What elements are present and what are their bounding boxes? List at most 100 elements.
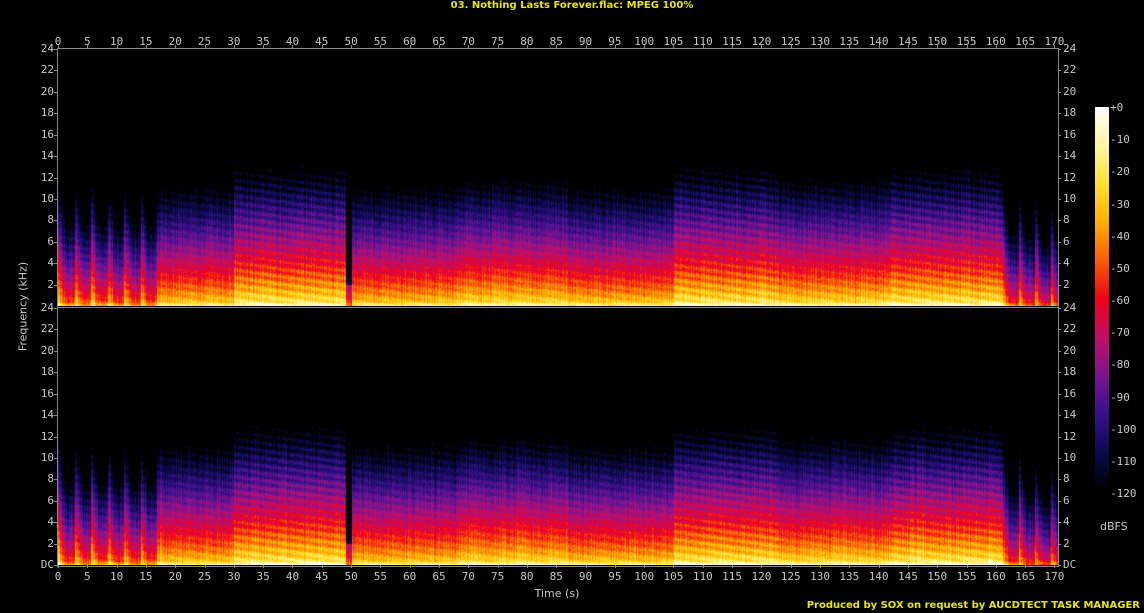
- y-tick-label-right: DC: [1063, 558, 1077, 571]
- x-tick-label-top: 95: [608, 35, 622, 48]
- x-tick-mark: [995, 565, 997, 568]
- y-tick-label-left: 4: [47, 256, 54, 270]
- y-tick-label-left: 12: [40, 170, 54, 184]
- y-tick-label-right: 16: [1063, 386, 1077, 400]
- x-tick-label-bottom: 80: [520, 570, 534, 583]
- colorbar-tick-label: -120: [1110, 487, 1137, 500]
- x-tick-mark: [907, 45, 909, 48]
- y-tick-label-right: 12: [1063, 429, 1077, 443]
- x-tick-mark: [849, 45, 851, 48]
- x-tick-label-top: 110: [692, 35, 713, 48]
- y-tick-mark: [1058, 70, 1061, 72]
- spectrogram-channel-2: [58, 308, 1058, 565]
- x-tick-mark: [644, 45, 646, 48]
- y-tick-mark: [54, 415, 57, 417]
- x-tick-label-bottom: 150: [927, 570, 948, 583]
- y-tick-label-left: DC: [40, 558, 54, 571]
- x-tick-label-bottom: 95: [608, 570, 622, 583]
- x-tick-mark: [380, 565, 382, 568]
- x-tick-mark: [995, 45, 997, 48]
- y-axis-label: Frequency (kHz): [16, 261, 30, 352]
- x-tick-label-top: 60: [403, 35, 417, 48]
- y-tick-mark: [1058, 198, 1061, 200]
- y-tick-label-right: 8: [1063, 213, 1070, 227]
- y-tick-label-right: 10: [1063, 450, 1077, 464]
- y-tick-label-right: 20: [1063, 84, 1077, 98]
- x-tick-label-top: 125: [780, 35, 801, 48]
- y-tick-label-left: 8: [47, 213, 54, 227]
- x-tick-mark: [351, 565, 353, 568]
- x-tick-label-bottom: 90: [578, 570, 593, 583]
- y-tick-mark: [54, 500, 57, 502]
- x-tick-label-bottom: 20: [168, 570, 182, 583]
- x-tick-mark: [937, 45, 939, 48]
- x-tick-mark: [233, 45, 235, 48]
- y-tick-label-left: 16: [40, 127, 54, 141]
- colorbar-tick-label: -90: [1110, 390, 1130, 404]
- y-tick-mark: [54, 308, 57, 309]
- y-tick-mark: [54, 198, 57, 200]
- x-tick-mark: [292, 45, 294, 48]
- y-tick-label-right: 4: [1063, 256, 1070, 270]
- x-tick-label-bottom: 105: [663, 570, 684, 583]
- y-tick-mark: [1058, 436, 1061, 438]
- x-tick-mark: [439, 565, 440, 568]
- y-tick-mark: [54, 479, 57, 481]
- x-tick-label-top: 100: [634, 35, 655, 48]
- x-tick-label-top: 5: [83, 35, 91, 48]
- x-tick-label-bottom: 135: [839, 570, 860, 583]
- x-tick-label-bottom: 160: [985, 570, 1006, 583]
- y-tick-mark: [54, 241, 57, 243]
- x-tick-mark: [526, 565, 528, 568]
- x-tick-label-top: 135: [839, 35, 860, 48]
- y-tick-mark: [1058, 372, 1061, 374]
- x-tick-label-top: 85: [549, 35, 563, 48]
- x-tick-label-bottom: 130: [810, 570, 830, 583]
- y-tick-mark: [1058, 500, 1061, 502]
- y-tick-mark: [1058, 479, 1061, 481]
- x-tick-label-bottom: 45: [315, 570, 329, 583]
- x-tick-label-top: 150: [927, 35, 948, 48]
- x-tick-label-bottom: 30: [227, 570, 241, 583]
- colorbar-tick-label: -100: [1110, 422, 1137, 436]
- y-tick-label-left: 10: [40, 191, 54, 205]
- x-tick-mark: [116, 45, 118, 48]
- x-tick-mark: [732, 45, 734, 48]
- x-tick-label-bottom: 50: [344, 570, 358, 583]
- y-tick-mark: [54, 156, 57, 158]
- x-tick-label-top: 0: [54, 35, 62, 48]
- x-tick-mark: [1054, 565, 1056, 568]
- x-tick-mark: [820, 45, 822, 48]
- x-tick-mark: [468, 565, 470, 568]
- x-tick-mark: [761, 565, 763, 568]
- y-tick-label-left: 12: [40, 429, 54, 443]
- x-tick-label-bottom: 25: [197, 570, 212, 583]
- x-tick-label-bottom: 55: [373, 570, 388, 583]
- x-tick-label-bottom: 115: [722, 570, 743, 583]
- x-tick-label-top: 75: [490, 35, 505, 48]
- x-tick-mark: [878, 565, 880, 568]
- colorbar-tick-label: -50: [1110, 261, 1130, 275]
- y-tick-mark: [1058, 543, 1061, 545]
- x-tick-label-bottom: 120: [751, 570, 772, 583]
- y-tick-label-left: 8: [47, 472, 54, 486]
- x-tick-mark: [468, 45, 470, 48]
- y-tick-label-left: 20: [40, 343, 54, 357]
- y-tick-mark: [54, 134, 57, 136]
- y-tick-label-right: 10: [1063, 191, 1077, 205]
- colorbar-tick-label: -30: [1110, 197, 1130, 211]
- x-tick-label-top: 130: [810, 35, 830, 48]
- x-tick-label-bottom: 60: [403, 570, 417, 583]
- x-tick-label-top: 170: [1044, 35, 1065, 48]
- x-tick-mark: [351, 45, 353, 48]
- colorbar-tick-label: -80: [1110, 358, 1130, 372]
- y-tick-label-left: 4: [47, 515, 54, 529]
- y-tick-mark: [54, 263, 57, 265]
- y-tick-label-right: 2: [1063, 536, 1070, 550]
- y-tick-mark: [1058, 350, 1061, 352]
- x-tick-mark: [58, 45, 59, 48]
- y-tick-mark: [54, 543, 57, 545]
- x-tick-label-top: 35: [256, 35, 270, 48]
- y-tick-label-right: 6: [1063, 234, 1070, 248]
- y-tick-mark: [1058, 134, 1061, 136]
